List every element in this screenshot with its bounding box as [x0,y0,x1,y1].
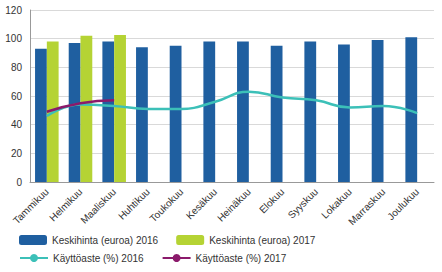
svg-text:Kesäkuu: Kesäkuu [184,186,219,221]
svg-text:Heinäkuu: Heinäkuu [215,186,253,224]
svg-text:Huhtikuu: Huhtikuu [116,186,152,222]
svg-text:Helmikuu: Helmikuu [47,186,85,224]
svg-text:40: 40 [11,119,23,130]
svg-text:Keskihinta (euroa) 2016: Keskihinta (euroa) 2016 [52,235,159,246]
svg-text:60: 60 [11,91,23,102]
svg-text:Tammikuu: Tammikuu [11,186,51,226]
svg-text:Syyskuu: Syyskuu [286,186,320,220]
svg-text:Maaliskuu: Maaliskuu [78,186,118,226]
svg-text:0: 0 [16,177,22,188]
svg-text:20: 20 [11,148,23,159]
svg-text:Toukokuu: Toukokuu [147,186,185,224]
svg-text:Marraskuu: Marraskuu [346,186,387,227]
svg-text:Käyttöaste (%) 2016: Käyttöaste (%) 2016 [53,253,144,264]
svg-text:120: 120 [5,5,22,16]
svg-text:100: 100 [5,33,22,44]
svg-text:Käyttöaste (%) 2017: Käyttöaste (%) 2017 [196,253,287,264]
svg-text:80: 80 [11,62,23,73]
svg-text:Elokuu: Elokuu [257,186,286,215]
svg-text:Joulukuu: Joulukuu [385,186,421,222]
svg-text:Keskihinta (euroa) 2017: Keskihinta (euroa) 2017 [209,235,316,246]
svg-text:Lokakuu: Lokakuu [319,186,353,220]
